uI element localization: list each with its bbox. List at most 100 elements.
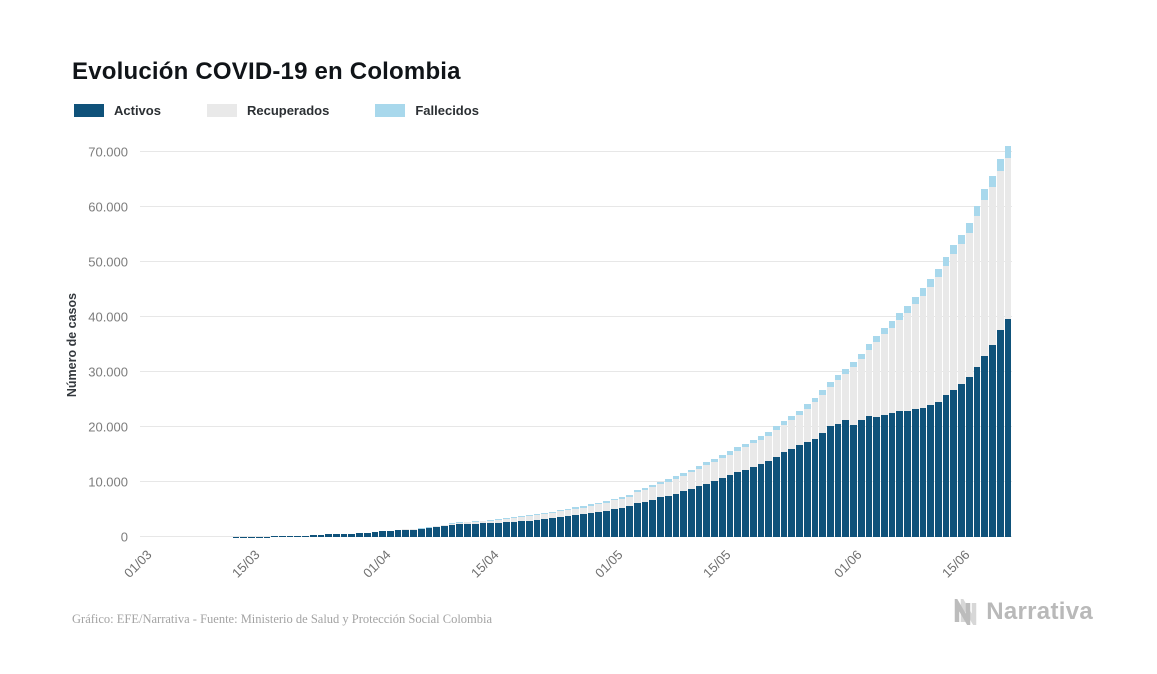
bar-segment-activos <box>471 523 479 537</box>
bar <box>742 152 749 537</box>
bar <box>896 152 904 537</box>
bar-segment-recuperados <box>981 199 989 357</box>
bar <box>649 152 657 537</box>
bar-segment-activos <box>641 501 649 537</box>
bar-segment-activos <box>603 510 610 537</box>
bar-segment-activos <box>356 533 363 537</box>
bar-segment-recuperados <box>641 489 649 502</box>
bar-segment-activos <box>819 432 826 537</box>
bar <box>703 152 711 537</box>
bar <box>726 152 734 537</box>
bar-segment-recuperados <box>796 414 803 446</box>
bar-segment-fallecidos <box>919 288 927 297</box>
x-tick-label: 15/03 <box>228 547 263 581</box>
bar <box>935 152 942 537</box>
bar-segment-recuperados <box>579 507 587 515</box>
bar <box>881 152 888 537</box>
bar-segment-recuperados <box>842 374 850 421</box>
bar-segment-activos <box>610 508 618 537</box>
bar-segment-activos <box>487 523 495 537</box>
bar-segment-activos <box>989 344 996 537</box>
gridline <box>140 481 1012 482</box>
bar <box>140 152 147 537</box>
bar-segment-activos <box>965 377 973 537</box>
bar-segment-activos <box>271 536 278 537</box>
bar-segment-fallecidos <box>456 522 464 523</box>
bar-segment-fallecidos <box>487 519 495 521</box>
bar-segment-recuperados <box>479 521 487 524</box>
bar-segment-activos <box>680 491 688 537</box>
bar-segment-recuperados <box>634 491 641 503</box>
bar-segment-fallecidos <box>803 404 811 409</box>
bar-segment-recuperados <box>510 518 518 522</box>
bar-segment-fallecidos <box>757 436 765 440</box>
y-tick-label: 10.000 <box>88 474 128 490</box>
bar <box>711 152 718 537</box>
bar-segment-recuperados <box>911 304 919 410</box>
bar-segment-fallecidos <box>873 335 880 342</box>
bar-segment-activos <box>278 536 286 537</box>
bar-segment-activos <box>711 480 718 537</box>
bar-segment-recuperados <box>672 478 680 494</box>
bar-segment-fallecidos <box>996 159 1004 172</box>
y-tick-label: 50.000 <box>88 254 128 270</box>
bar-segment-activos <box>533 519 541 537</box>
bar-segment-activos <box>834 423 842 537</box>
bar-segment-recuperados <box>456 522 464 524</box>
bar-segment-activos <box>387 531 394 537</box>
bar-segment-fallecidos <box>726 451 734 455</box>
bar-segment-recuperados <box>525 516 533 521</box>
bar-segment-fallecidos <box>965 223 973 234</box>
bar-segment-fallecidos <box>618 496 626 499</box>
bar <box>194 152 201 537</box>
bar <box>332 152 340 537</box>
bar-segment-activos <box>935 401 942 537</box>
bar <box>502 152 510 537</box>
bar <box>240 152 248 537</box>
bar-segment-activos <box>796 445 803 537</box>
bar-segment-fallecidos <box>811 397 819 403</box>
bar <box>171 152 178 537</box>
bar-segment-fallecidos <box>958 234 965 245</box>
bar-segment-recuperados <box>618 498 626 508</box>
bar <box>248 152 255 537</box>
bar-segment-fallecidos <box>1004 145 1012 159</box>
bar-segment-recuperados <box>935 277 942 402</box>
bar-segment-recuperados <box>471 521 479 524</box>
bar-segment-activos <box>888 412 896 537</box>
bar-segment-activos <box>842 420 850 537</box>
bar-segment-activos <box>780 452 788 537</box>
bar <box>688 152 695 537</box>
bar-segment-fallecidos <box>989 176 996 188</box>
bar <box>826 152 834 537</box>
plot-area: Número de casos 0 10.000 20.000 30.000 40.00… <box>65 145 1012 545</box>
bar <box>664 152 672 537</box>
gridline <box>140 371 1012 372</box>
bar-segment-recuperados <box>958 244 965 384</box>
bar-segment-fallecidos <box>711 458 718 462</box>
bar <box>927 152 935 537</box>
bar-segment-recuperados <box>942 265 950 396</box>
bar-segment-fallecidos <box>942 256 950 266</box>
y-tick-label: 20.000 <box>88 419 128 435</box>
bar-segment-recuperados <box>742 447 749 470</box>
bar-segment-recuperados <box>734 450 742 473</box>
bar-segment-recuperados <box>850 367 857 425</box>
bar <box>487 152 495 537</box>
bar <box>433 152 441 537</box>
bar <box>224 152 232 537</box>
bar-segment-fallecidos <box>479 520 487 522</box>
bar-segment-recuperados <box>664 481 672 496</box>
bar <box>981 152 989 537</box>
bar-segment-activos <box>703 483 711 537</box>
bar-segment-fallecidos <box>718 454 726 458</box>
bar-segment-recuperados <box>819 394 826 433</box>
bar <box>572 152 579 537</box>
bar-segment-recuperados <box>857 359 865 421</box>
bar <box>749 152 757 537</box>
bar-segment-fallecidos <box>672 476 680 479</box>
bar <box>819 152 826 537</box>
bar-segment-activos <box>379 531 386 537</box>
bar <box>796 152 803 537</box>
bar <box>657 152 664 537</box>
